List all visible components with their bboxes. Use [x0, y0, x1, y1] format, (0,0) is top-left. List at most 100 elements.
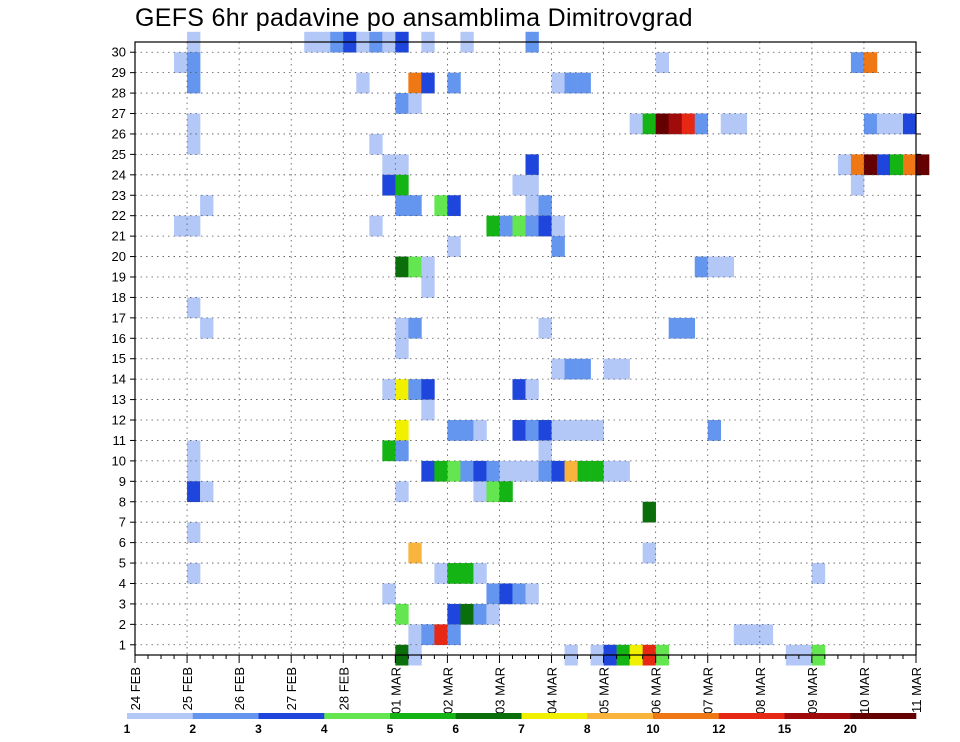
heatmap-cell	[187, 52, 201, 73]
heatmap-cell	[655, 52, 669, 73]
colorbar-swatch	[192, 713, 259, 719]
heatmap-cell	[486, 583, 500, 605]
heatmap-cell	[538, 440, 552, 462]
heatmap-cell	[369, 133, 383, 155]
heatmap-cell	[187, 460, 201, 482]
y-tick-label: 18	[112, 290, 126, 305]
grid-lines	[135, 42, 916, 655]
heatmap-cell	[512, 215, 526, 237]
heatmap-cell	[512, 174, 526, 196]
heatmap-cell	[916, 154, 930, 176]
heatmap-cell	[655, 113, 669, 135]
heatmap-cell	[395, 379, 409, 400]
y-tick-label: 14	[112, 372, 126, 387]
y-tick-label: 13	[112, 392, 126, 407]
x-tick-label: 01 MAR	[388, 667, 403, 714]
colorbar-label: 20	[844, 722, 858, 736]
heatmap-cell	[187, 563, 201, 584]
heatmap-cell	[499, 460, 513, 482]
colorbar-label: 5	[387, 722, 394, 736]
heatmap-cell	[408, 72, 422, 94]
heatmap-cell	[551, 460, 565, 482]
heatmap-cell	[538, 215, 552, 237]
heatmap-cell	[395, 420, 409, 441]
heatmap-cell	[473, 603, 487, 625]
heatmap-cell	[733, 624, 748, 646]
heatmap-cell	[889, 113, 904, 135]
x-tick-label: 06 MAR	[649, 667, 664, 714]
heatmap-cell	[694, 113, 709, 135]
heatmap-cell	[668, 317, 682, 339]
colorbar-label: 2	[189, 722, 196, 736]
heatmap-cell	[902, 154, 917, 176]
heatmap-cell	[499, 481, 513, 503]
x-tick-label: 03 MAR	[492, 667, 507, 714]
heatmap-cell	[408, 256, 422, 278]
heatmap-cell	[434, 460, 448, 482]
heatmap-cell	[421, 256, 435, 278]
x-tick-label: 28 FEB	[336, 667, 351, 710]
colorbar-label: 12	[712, 722, 726, 736]
x-tick-label: 02 MAR	[440, 667, 455, 714]
heatmap-cell	[889, 154, 904, 176]
heatmap-cell	[551, 420, 565, 441]
heatmap-cell	[473, 460, 487, 482]
heatmap-cell	[577, 420, 591, 441]
heatmap-cell	[408, 195, 422, 216]
heatmap-cell	[590, 460, 604, 482]
colorbar-label: 3	[255, 722, 262, 736]
heatmap-cell	[564, 460, 578, 482]
heatmap-cell	[408, 93, 422, 114]
heatmap-cell	[434, 563, 448, 584]
heatmap-cell	[473, 481, 487, 503]
colorbar-swatch	[718, 713, 785, 719]
colorbar-swatch	[324, 713, 391, 719]
heatmap-cell	[408, 317, 422, 339]
heatmap-cell	[200, 195, 214, 216]
heatmap-cell	[577, 72, 591, 94]
heatmap-cell	[174, 215, 188, 237]
y-tick-label: 1	[119, 637, 126, 652]
heatmap-cell	[681, 113, 696, 135]
heatmap-cell	[850, 154, 865, 176]
y-tick-label: 17	[112, 310, 126, 325]
heatmap-cell	[616, 460, 630, 482]
heatmap-cell	[863, 154, 878, 176]
x-tick-label: 26 FEB	[232, 667, 247, 710]
heatmap-cell	[187, 72, 201, 94]
heatmap-cell	[187, 297, 201, 319]
colorbar-label: 1	[124, 722, 131, 736]
colorbar-label: 7	[518, 722, 525, 736]
y-tick-label: 24	[112, 167, 126, 182]
colorbar-label: 8	[584, 722, 591, 736]
colorbar-swatch	[521, 713, 588, 719]
x-tick-label: 05 MAR	[597, 667, 612, 714]
heatmap-cell	[538, 195, 552, 216]
x-tick-label: 25 FEB	[180, 667, 195, 710]
heatmap-cell	[499, 583, 513, 605]
y-tick-label: 27	[112, 106, 126, 121]
heatmap-cell	[694, 256, 709, 278]
heatmap-cell	[395, 481, 409, 503]
x-tick-label: 09 MAR	[805, 667, 820, 714]
heatmap-cell	[512, 460, 526, 482]
y-tick-label: 23	[112, 188, 126, 203]
heatmap-cell	[551, 72, 565, 94]
heatmap-cell	[551, 215, 565, 237]
heatmap-cell	[395, 195, 409, 216]
colorbar-swatch	[390, 713, 457, 719]
heatmap-cell	[486, 603, 500, 625]
heatmap-cell	[200, 481, 214, 503]
heatmap-cell	[512, 379, 526, 400]
heatmap-cell	[447, 195, 461, 216]
y-tick-label: 5	[119, 556, 126, 571]
heatmap-cell	[395, 317, 409, 339]
x-axis: 24 FEB 25 FEB 26 FEB 27 FEB 28 FEB 01 MAR 02 M…	[128, 655, 924, 714]
heatmap-cell	[382, 154, 396, 176]
heatmap-cell	[551, 358, 565, 380]
y-tick-label: 11	[113, 433, 127, 448]
y-tick-label: 2	[119, 617, 126, 632]
heatmap-cell	[564, 72, 578, 94]
heatmap-cell	[473, 563, 487, 584]
